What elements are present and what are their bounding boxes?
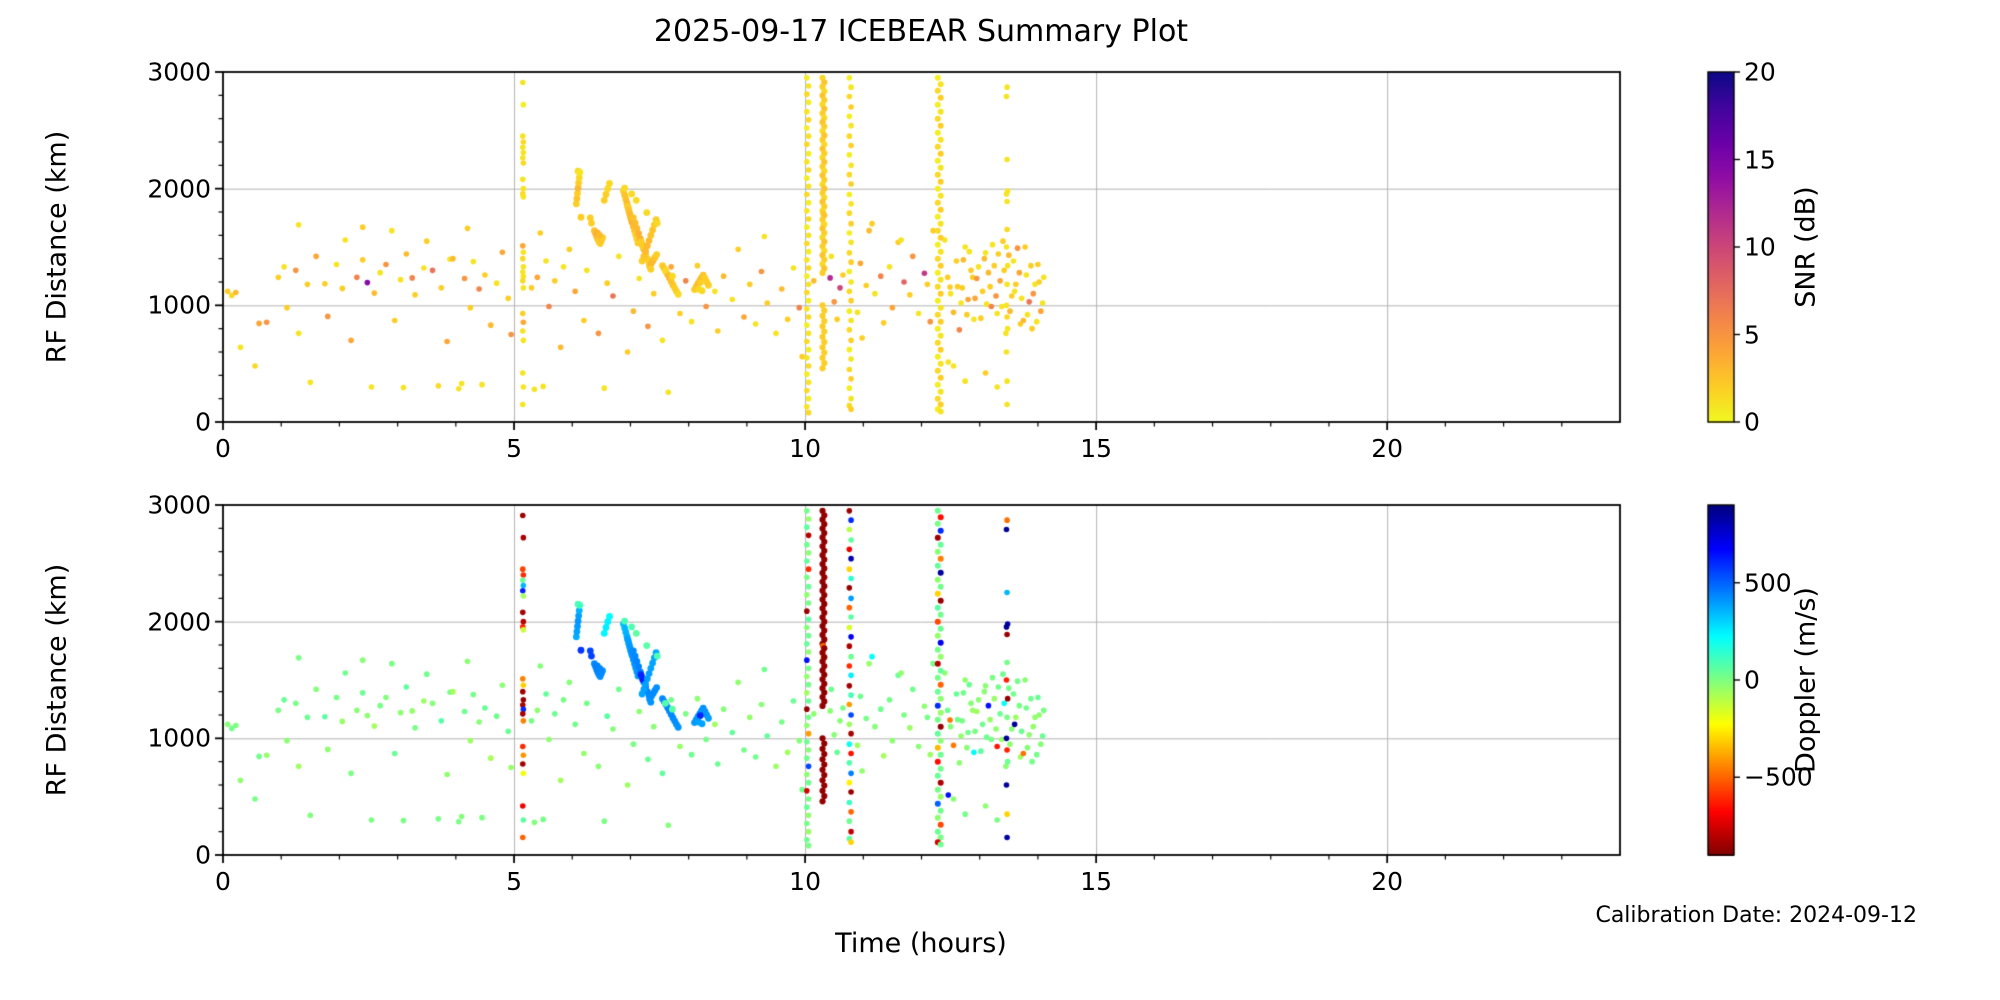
snr-colorbar-tick-label: 5 — [1744, 320, 1760, 349]
doppler-x-tick-label: 15 — [1080, 867, 1113, 896]
snr-y-tick-label: 0 — [195, 407, 211, 437]
doppler-x-tick-label: 20 — [1371, 867, 1404, 896]
doppler-y-tick-label: 1000 — [147, 723, 211, 753]
snr-colorbar-label: SNR (dB) — [1790, 186, 1822, 308]
snr-colorbar-tick-label: 20 — [1744, 57, 1776, 87]
doppler-y-tick-label: 2000 — [147, 607, 211, 637]
top-panel-y-axis-label: RF Distance (km) — [41, 130, 73, 364]
snr-y-tick-label: 3000 — [147, 57, 211, 87]
figure-title: 2025-09-17 ICEBEAR Summary Plot — [653, 14, 1189, 49]
x-axis-label: Time (hours) — [835, 928, 1007, 959]
doppler-x-tick-label: 10 — [789, 867, 821, 896]
snr-x-tick-label: 5 — [506, 434, 522, 463]
doppler-colorbar-tick-label: 500 — [1744, 568, 1792, 598]
snr-x-tick-label: 20 — [1371, 434, 1404, 463]
bottom-panel-y-axis-label: RF Distance (km) — [41, 563, 73, 797]
snr-x-tick-label: 15 — [1080, 434, 1113, 463]
snr-x-tick-label: 10 — [789, 434, 821, 463]
calibration-date-note: Calibration Date: 2024-09-12 — [1595, 903, 1917, 928]
snr-colorbar-tick-label: 10 — [1744, 232, 1776, 262]
doppler-x-tick-label: 0 — [215, 867, 231, 896]
doppler-colorbar-label: Doppler (m/s) — [1790, 587, 1822, 773]
snr-x-tick-label: 0 — [215, 434, 231, 463]
doppler-y-tick-label: 0 — [195, 840, 211, 870]
snr-colorbar-tick-label: 15 — [1744, 145, 1776, 174]
doppler-y-tick-label: 3000 — [147, 490, 211, 520]
snr-y-tick-label: 2000 — [147, 174, 211, 204]
doppler-colorbar-tick-label: −500 — [1744, 762, 1813, 792]
doppler-x-tick-label: 5 — [506, 867, 522, 896]
doppler-colorbar-tick-label: 0 — [1744, 665, 1760, 695]
snr-y-tick-label: 1000 — [147, 290, 211, 320]
snr-colorbar-tick-label: 0 — [1744, 407, 1760, 437]
